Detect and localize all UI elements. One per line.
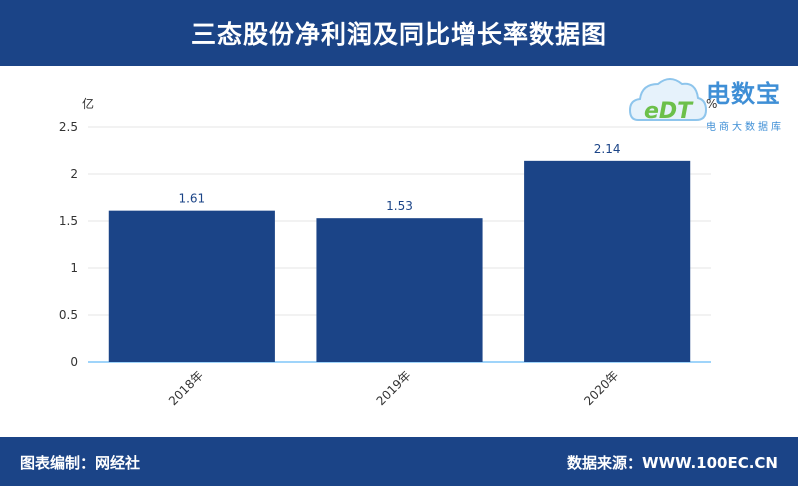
cloud-logo-icon: eDT <box>628 78 708 124</box>
y-tick-label: 0 <box>70 355 78 369</box>
footer-credit: 图表编制：网经社 <box>20 454 141 472</box>
logo-subtitle: 电商大数据库 <box>706 122 784 133</box>
y-tick-label: 1 <box>70 261 78 275</box>
footer-source: 数据来源：WWW.100EC.CN <box>567 454 778 472</box>
data-label: 1.53 <box>386 199 413 213</box>
y-tick-label: 2.5 <box>59 120 78 134</box>
bar-2020年 <box>524 160 691 362</box>
data-label: 1.61 <box>178 192 205 206</box>
logo-mark-text: eDT <box>644 99 694 124</box>
chart-title: 三态股份净利润及同比增长率数据图 <box>190 20 607 49</box>
x-tick-label: 2018年 <box>166 368 206 408</box>
data-label: 2.14 <box>594 142 621 156</box>
y2-axis-unit: % <box>706 97 717 111</box>
brand-logo: eDT 电数宝 电商大数据库 <box>628 72 798 134</box>
x-tick-label: 2019年 <box>374 368 414 408</box>
logo-name: 电数宝 <box>706 80 781 108</box>
y-tick-label: 0.5 <box>59 308 78 322</box>
y-axis-unit: 亿 <box>82 96 94 111</box>
footer-bar: 图表编制：网经社 数据来源：WWW.100EC.CN <box>0 437 798 486</box>
y-tick-label: 2 <box>70 167 78 181</box>
y-tick-label: 1.5 <box>59 214 78 228</box>
x-tick-label: 2020年 <box>581 368 621 408</box>
bar-2018年 <box>108 210 275 362</box>
bar-2019年 <box>316 218 483 362</box>
header-bar: 三态股份净利润及同比增长率数据图 <box>0 0 798 66</box>
